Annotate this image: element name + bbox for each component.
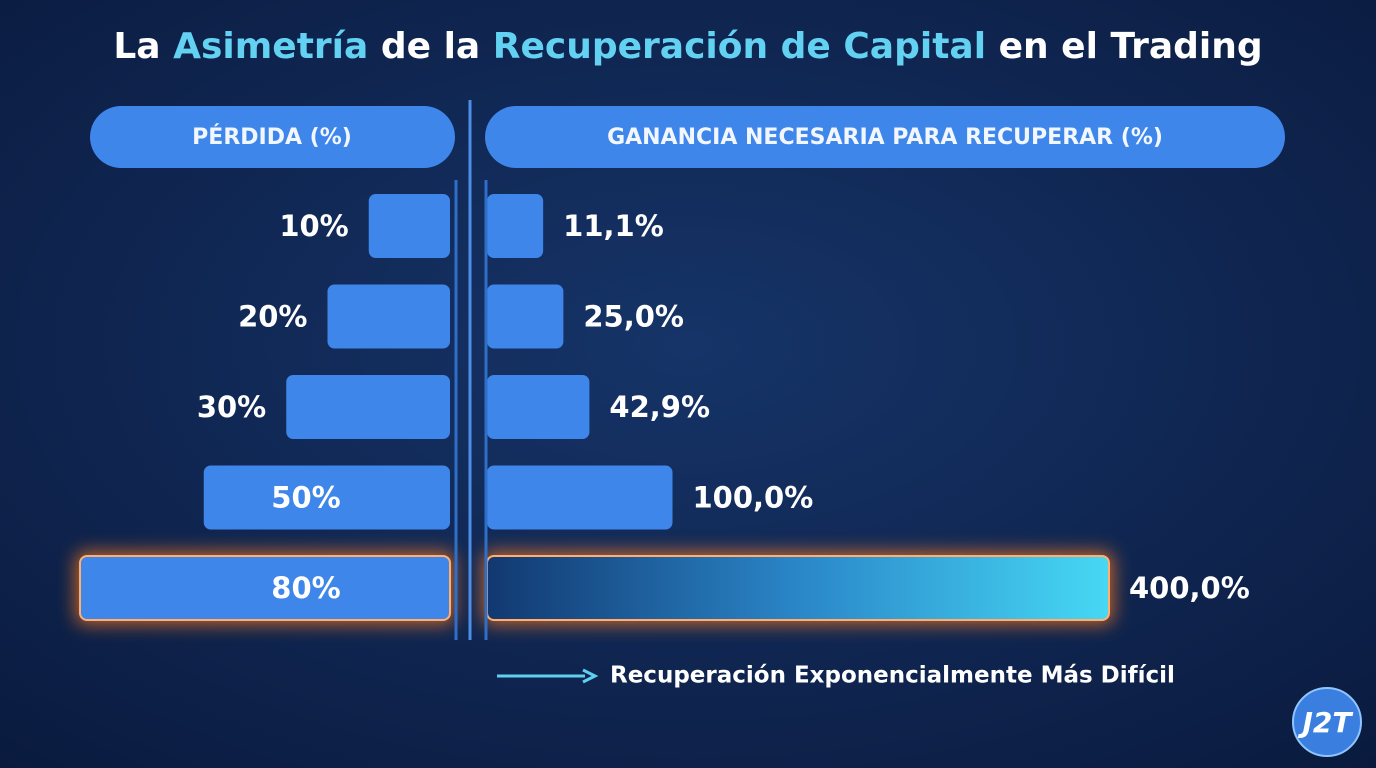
loss-bar [203, 465, 450, 530]
arrow-head [582, 668, 599, 684]
gain-label: 42,9% [609, 390, 710, 424]
right-header: GANANCIA NECESARIA PARA RECUPERAR (%) [607, 125, 1163, 150]
loss-bar [79, 555, 451, 621]
gain-label: 100,0% [693, 481, 814, 515]
loss-bar [368, 194, 450, 258]
loss-label: 20% [238, 300, 307, 334]
gain-bar [486, 555, 1110, 621]
title-highlight: Asimetría [173, 26, 368, 67]
gain-bar [487, 375, 590, 439]
gain-bar [487, 465, 673, 530]
loss-label: 80% [271, 571, 340, 605]
gain-label: 11,1% [563, 209, 664, 243]
left-header-pill [90, 106, 455, 168]
gain-label: 25,0% [583, 300, 684, 334]
left-header: PÉRDIDA (%) [192, 124, 352, 150]
loss-label: 10% [279, 209, 348, 243]
gain-bar [487, 284, 564, 349]
loss-label: 50% [271, 481, 340, 515]
title-part: en el Trading [999, 26, 1263, 67]
loss-bar [286, 375, 450, 439]
title-part: La [113, 26, 160, 67]
title-highlight: Recuperación de Capital [493, 26, 986, 67]
chart-title: La Asimetría de la Recuperación de Capit… [113, 26, 1262, 67]
logo-circle [1292, 687, 1362, 757]
gain-label: 400,0% [1129, 571, 1250, 605]
loss-bar [327, 284, 450, 349]
annotation: Recuperación Exponencialmente Más Difíci… [610, 663, 1175, 689]
bars: 10% 11,1% 20% 25,0% 30% 42,9% 50% 100,0% 80% 400,… [76, 194, 1250, 624]
loss-label: 30% [197, 390, 266, 424]
gain-bar [487, 194, 544, 258]
right-header-pill [485, 106, 1285, 168]
logo: J2T [1298, 706, 1354, 739]
title-part: de la [381, 26, 480, 67]
